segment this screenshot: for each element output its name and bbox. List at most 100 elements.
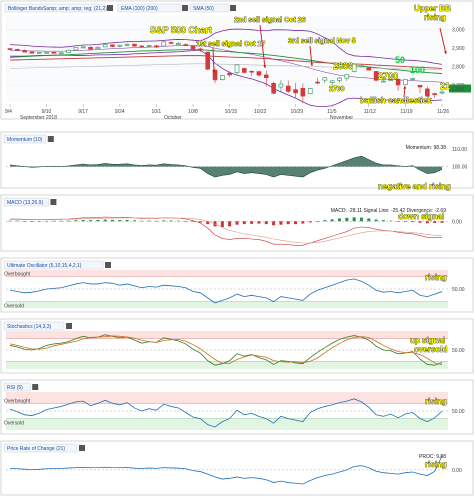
- oversold-label: Oversold: [4, 421, 24, 427]
- momentum-value: Momentum: 98.38: [406, 145, 447, 151]
- bb-lower-line: [10, 49, 443, 107]
- candle-body: [51, 51, 57, 54]
- candle-body: [410, 78, 416, 80]
- candle-body: [146, 45, 152, 47]
- candle-body: [381, 80, 386, 83]
- candle-body: [278, 83, 284, 88]
- macd-histogram-bar: [37, 221, 41, 222]
- macd-tick: 0.00: [452, 219, 462, 225]
- macd-histogram-bar: [286, 221, 290, 225]
- candle-body: [373, 71, 379, 81]
- macd-histogram-bar: [52, 220, 56, 222]
- candle-body: [102, 44, 108, 48]
- plot-area: [6, 16, 448, 102]
- stochastics-tick: 50.00: [452, 348, 465, 354]
- macd-signal-line: [10, 217, 443, 244]
- macd-histogram-bar: [23, 221, 27, 222]
- month-label: October: [164, 115, 182, 121]
- arrow-upper-bb-head: [444, 51, 447, 54]
- x-tick-label: 9/10: [42, 109, 52, 115]
- arrow-bullish-head: [403, 86, 407, 89]
- rsi-label: RSI (5): [7, 385, 23, 391]
- legend-text: SMA (50): [193, 6, 214, 12]
- macd-line: [10, 216, 443, 246]
- rsi-overbought-zone: [6, 392, 448, 404]
- candle-body: [58, 52, 64, 55]
- proc-tick: 0.00: [452, 468, 462, 474]
- candle-body: [351, 63, 357, 72]
- candle-body: [359, 65, 364, 67]
- ultimate-overbought-zone: [6, 270, 448, 277]
- macd-histogram-bar: [352, 217, 356, 222]
- candle-body: [15, 48, 20, 51]
- legend-close-icon[interactable]: [107, 5, 113, 11]
- legend-badge: [117, 3, 181, 13]
- candle-body: [403, 79, 408, 86]
- macd-histogram-bar: [74, 220, 78, 222]
- macd-histogram-bar: [264, 221, 268, 225]
- bb-middle-line: [9, 45, 443, 83]
- candle-body: [256, 71, 262, 76]
- ultimate-line: [9, 278, 443, 304]
- momentum-tick: 100.00: [452, 165, 468, 171]
- sma50-line: [9, 49, 443, 75]
- macd-histogram-bar: [425, 221, 429, 224]
- macd-histogram-bar: [242, 221, 246, 225]
- macd-histogram-bar: [140, 220, 144, 222]
- level-2800: 2800: [333, 61, 353, 71]
- candle-body: [329, 80, 335, 83]
- proc-annotation: rising: [425, 460, 447, 469]
- macd-histogram-bar: [381, 220, 385, 222]
- arrow-sell3-head: [310, 63, 314, 66]
- proc-close-icon[interactable]: [79, 445, 85, 451]
- y-tick-label: 2,800: [452, 65, 465, 71]
- last-price-tag: [449, 84, 471, 93]
- macd-histogram-bar: [294, 221, 298, 225]
- stochastics-close-icon[interactable]: [66, 323, 72, 329]
- candle-body: [36, 51, 42, 54]
- candle-body: [88, 46, 93, 50]
- rsi-tick: 50.00: [452, 409, 465, 415]
- macd-histogram-bar: [228, 221, 232, 227]
- macd-histogram-bar: [118, 220, 122, 222]
- rsi-close-icon[interactable]: [32, 384, 39, 390]
- candle-body: [205, 51, 210, 70]
- macd-histogram-bar: [30, 221, 34, 222]
- stoch-d-line: [9, 335, 443, 366]
- macd-histogram-bar: [345, 217, 349, 222]
- ultimate-close-icon[interactable]: [105, 262, 111, 268]
- macd-close-icon[interactable]: [50, 199, 57, 205]
- legend-close-icon[interactable]: [230, 5, 236, 11]
- x-tick-label: 10/15: [225, 109, 238, 115]
- candle-body: [183, 44, 189, 46]
- ema100-line: [9, 55, 443, 69]
- y-tick-label: 3,000: [452, 27, 465, 33]
- ultimate-tick: 50.00: [452, 287, 465, 293]
- macd-histogram-bar: [15, 220, 19, 222]
- legend-close-icon[interactable]: [182, 5, 188, 11]
- proc-legend: [3, 443, 78, 453]
- arrow-sell2: [259, 24, 266, 69]
- macd-histogram-bar: [337, 218, 341, 222]
- candle-body: [366, 67, 372, 71]
- candle-body: [271, 82, 276, 94]
- candle-body: [425, 88, 430, 97]
- macd-histogram-bar: [272, 221, 276, 226]
- legend-badge: [4, 3, 106, 13]
- macd-histogram-bar: [125, 219, 129, 222]
- upper-bb-annotation: Upper BB rising: [414, 4, 451, 22]
- legend-badge: [189, 3, 229, 13]
- candle-body: [190, 45, 196, 50]
- candle-body: [322, 77, 328, 81]
- momentum-close-icon[interactable]: [47, 136, 54, 142]
- candle-body: [249, 70, 254, 73]
- candle-body: [7, 48, 13, 50]
- momentum-annotation: negative and rising: [378, 182, 451, 191]
- candle-body: [344, 74, 350, 79]
- macd-histogram-bar: [396, 221, 400, 222]
- proc-panel-frame: [0, 440, 474, 496]
- candle-body: [263, 74, 269, 79]
- candle-body: [417, 85, 423, 88]
- macd-annotation: down signal: [398, 212, 444, 221]
